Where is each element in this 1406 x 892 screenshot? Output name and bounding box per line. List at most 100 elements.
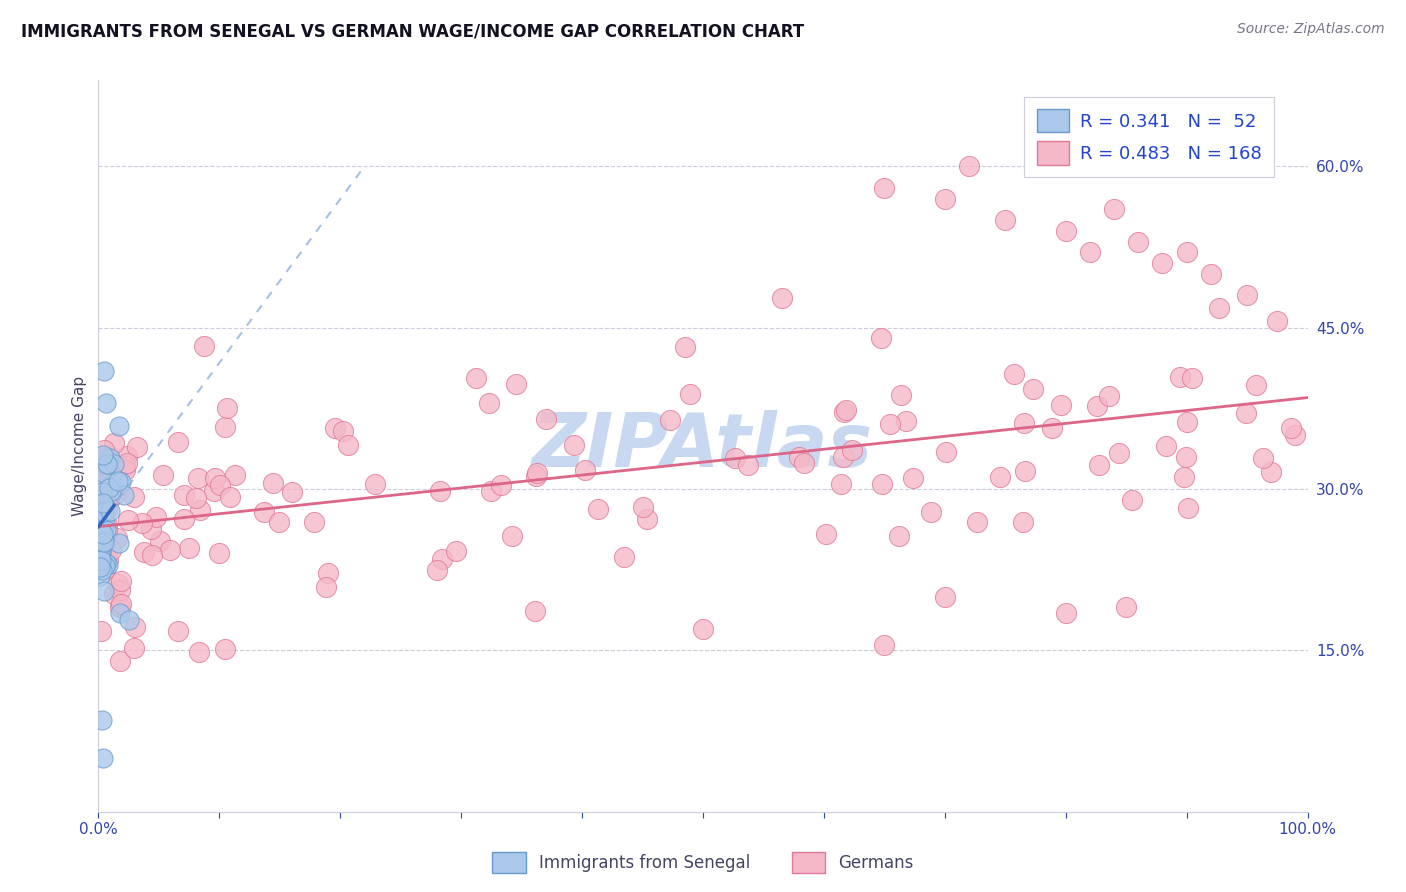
Point	[101, 476, 124, 491]
Point	[167, 434, 190, 449]
Point	[636, 512, 658, 526]
Point	[1088, 458, 1111, 472]
Point	[894, 414, 917, 428]
Point	[1251, 451, 1274, 466]
Point	[98, 503, 121, 517]
Point	[90, 545, 112, 559]
Point	[100, 483, 122, 498]
Point	[91, 535, 114, 549]
Point	[1004, 367, 1026, 381]
Point	[131, 516, 153, 531]
Legend: Immigrants from Senegal, Germans: Immigrants from Senegal, Germans	[485, 846, 921, 880]
Point	[125, 440, 148, 454]
Point	[98, 481, 121, 495]
Point	[107, 474, 129, 488]
Point	[141, 522, 163, 536]
Point	[1042, 421, 1064, 435]
Point	[901, 471, 924, 485]
Point	[1208, 301, 1230, 315]
Point	[117, 513, 139, 527]
Point	[94, 524, 117, 538]
Point	[110, 475, 132, 489]
Point	[724, 451, 747, 466]
Point	[91, 448, 114, 462]
Point	[110, 574, 132, 588]
Point	[193, 339, 215, 353]
Point	[1022, 382, 1045, 396]
Point	[501, 529, 523, 543]
Point	[93, 364, 115, 378]
Point	[132, 544, 155, 558]
Point	[478, 395, 501, 409]
Point	[316, 566, 339, 580]
Point	[108, 600, 131, 615]
Point	[96, 556, 118, 570]
Point	[870, 331, 893, 345]
Point	[173, 512, 195, 526]
Point	[145, 510, 167, 524]
Point	[1279, 421, 1302, 435]
Point	[90, 530, 112, 544]
Point	[1260, 465, 1282, 479]
Legend: R = 0.341   N =  52, R = 0.483   N = 168: R = 0.341 N = 52, R = 0.483 N = 168	[1024, 96, 1274, 178]
Point	[96, 502, 118, 516]
Point	[1078, 245, 1101, 260]
Point	[1085, 400, 1108, 414]
Point	[93, 584, 115, 599]
Point	[159, 542, 181, 557]
Point	[214, 641, 236, 656]
Point	[98, 451, 121, 466]
Point	[523, 604, 546, 618]
Point	[489, 477, 512, 491]
Point	[188, 503, 211, 517]
Point	[1102, 202, 1125, 217]
Point	[98, 449, 121, 463]
Point	[141, 548, 163, 562]
Point	[90, 554, 112, 568]
Point	[91, 526, 114, 541]
Point	[152, 467, 174, 482]
Point	[325, 421, 347, 435]
Point	[302, 515, 325, 529]
Point	[93, 497, 115, 511]
Point	[93, 443, 115, 458]
Point	[1284, 428, 1306, 442]
Point	[879, 417, 901, 432]
Point	[673, 340, 696, 354]
Point	[90, 537, 112, 551]
Point	[873, 181, 896, 195]
Point	[115, 449, 138, 463]
Point	[112, 488, 135, 502]
Point	[1108, 445, 1130, 459]
Point	[188, 645, 211, 659]
Point	[1236, 288, 1258, 302]
Point	[1177, 416, 1199, 430]
Point	[93, 516, 115, 531]
Point	[204, 483, 226, 498]
Point	[93, 532, 115, 546]
Point	[89, 539, 111, 553]
Point	[429, 484, 451, 499]
Point	[114, 463, 136, 477]
Point	[94, 559, 117, 574]
Point	[479, 483, 502, 498]
Point	[1050, 398, 1073, 412]
Point	[957, 159, 980, 173]
Point	[787, 450, 810, 464]
Point	[96, 517, 118, 532]
Text: Source: ZipAtlas.com: Source: ZipAtlas.com	[1237, 22, 1385, 37]
Point	[1054, 224, 1077, 238]
Point	[90, 525, 112, 540]
Point	[96, 533, 118, 547]
Point	[122, 641, 145, 656]
Point	[679, 387, 702, 401]
Point	[1175, 450, 1198, 464]
Point	[96, 458, 118, 472]
Point	[108, 654, 131, 668]
Point	[89, 529, 111, 543]
Point	[332, 425, 354, 439]
Point	[124, 620, 146, 634]
Point	[613, 549, 636, 564]
Point	[920, 505, 942, 519]
Point	[89, 568, 111, 582]
